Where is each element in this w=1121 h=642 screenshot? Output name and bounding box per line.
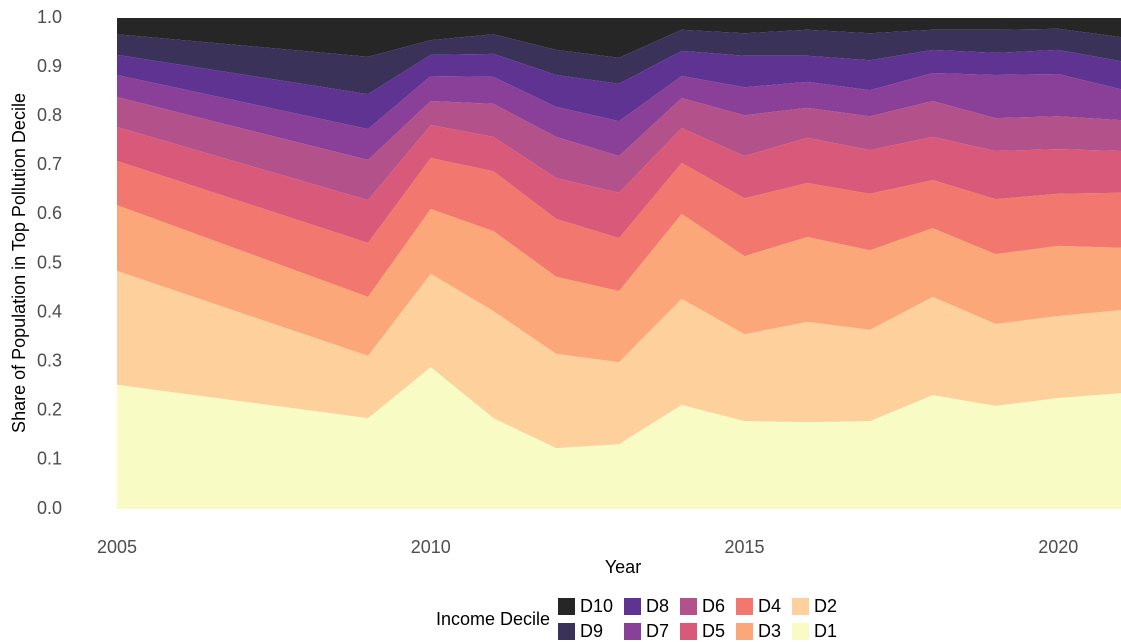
y-tick-label: 0.5 — [37, 252, 62, 272]
y-tick-label: 0.1 — [37, 449, 62, 469]
legend-swatch — [558, 598, 575, 615]
legend-label: D2 — [814, 596, 837, 616]
legend-swatch — [558, 623, 575, 640]
y-tick-label: 0.9 — [37, 56, 62, 76]
y-tick-label: 0.7 — [37, 154, 62, 174]
y-tick-label: 0.3 — [37, 350, 62, 370]
area — [117, 18, 1121, 58]
legend-label: D6 — [702, 596, 725, 616]
legend-label: D3 — [758, 621, 781, 641]
legend-label: D9 — [580, 621, 603, 641]
plot-area — [117, 18, 1121, 509]
legend-label: D5 — [702, 621, 725, 641]
area — [117, 367, 1121, 509]
legend-swatch — [792, 623, 809, 640]
y-tick-label: 0.0 — [37, 498, 62, 518]
x-tick-label: 2010 — [411, 537, 451, 557]
legend-label: D7 — [646, 621, 669, 641]
y-tick-label: 0.4 — [37, 301, 62, 321]
x-tick-label: 2015 — [724, 537, 764, 557]
x-tick-label: 2005 — [97, 537, 137, 557]
area — [117, 97, 1121, 201]
legend-label: D4 — [758, 596, 781, 616]
y-tick-label: 0.6 — [37, 203, 62, 223]
area — [117, 205, 1121, 363]
area — [117, 72, 1121, 160]
y-tick-label: 0.8 — [37, 105, 62, 125]
area — [117, 49, 1121, 129]
legend-label: D1 — [814, 621, 837, 641]
x-tick-label: 2020 — [1038, 537, 1078, 557]
legend-swatch — [624, 598, 641, 615]
y-tick-label: 0.2 — [37, 400, 62, 420]
area — [117, 270, 1121, 449]
legend-swatch — [680, 598, 697, 615]
legend-swatch — [792, 598, 809, 615]
area — [117, 28, 1121, 95]
y-tick-label: 1.0 — [37, 7, 62, 27]
legend-label: D8 — [646, 596, 669, 616]
legend-swatch — [624, 623, 641, 640]
area — [117, 157, 1121, 297]
legend-swatch — [736, 598, 753, 615]
x-axis-title: Year — [605, 557, 641, 577]
legend-title: Income Decile — [436, 609, 550, 629]
y-axis-title: Share of Population in Top Pollution Dec… — [9, 93, 29, 433]
legend-swatch — [680, 623, 697, 640]
legend-label: D10 — [580, 596, 613, 616]
area — [117, 125, 1121, 243]
legend-swatch — [736, 623, 753, 640]
